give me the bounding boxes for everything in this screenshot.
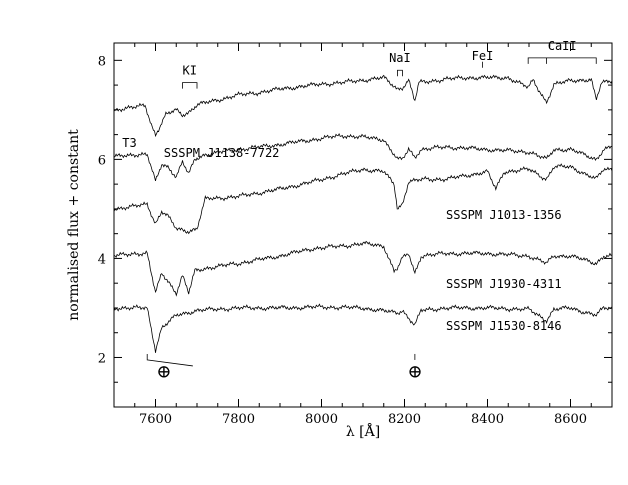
y-tick-label: 4 <box>98 252 106 267</box>
line-annotations: KI NaI FeI CaII <box>182 39 597 89</box>
series-label: SSSPM J1013-1356 <box>446 208 562 222</box>
telluric-markers: ⊕ ⊕ <box>146 353 422 382</box>
plot-frame <box>113 42 613 408</box>
annotation-bracket <box>527 57 597 64</box>
x-tick-label: 8200 <box>388 412 421 427</box>
spectra-series: T3 SSSPM J1138-7722 SSSPM J1013-1356 SSSPM … <box>113 74 613 353</box>
spectrum-line <box>113 74 613 138</box>
x-tick-label: 7600 <box>139 412 172 427</box>
axis-ticks: 7600 7800 8000 8200 8400 8600 2 4 6 8 <box>98 43 613 427</box>
x-tick-label: 8400 <box>471 412 504 427</box>
series-label: SSSPM J1530-8146 <box>446 319 562 333</box>
x-tick-label: 7800 <box>222 412 255 427</box>
y-axis-label: normalised flux + constant <box>66 129 82 321</box>
spectrum-line <box>113 133 613 181</box>
earth-symbol-icon: ⊕ <box>407 361 422 382</box>
x-tick-label: 8000 <box>305 412 338 427</box>
x-tick-label: 8600 <box>554 412 587 427</box>
x-axis-label: λ [Å] <box>346 422 380 440</box>
spectrum-line <box>113 240 613 297</box>
y-tick-label: 2 <box>98 351 106 366</box>
spectrum-line <box>113 303 613 353</box>
earth-symbol-icon: ⊕ <box>156 361 171 382</box>
series-label: SSSPM J1930-4311 <box>446 277 562 291</box>
annotation-label: FeI <box>472 49 494 63</box>
annotation-label: CaII <box>548 39 577 53</box>
y-tick-label: 8 <box>98 54 106 69</box>
annotation-label: KI <box>183 64 197 78</box>
telluric-bracket <box>146 353 193 367</box>
series-label: T3 <box>122 136 136 150</box>
annotation-bracket <box>397 69 403 77</box>
annotation-bracket <box>182 82 198 89</box>
annotation-label: NaI <box>389 51 411 65</box>
y-tick-label: 6 <box>98 153 106 168</box>
series-label: SSSPM J1138-7722 <box>164 146 280 160</box>
spectrum-line <box>113 163 613 235</box>
